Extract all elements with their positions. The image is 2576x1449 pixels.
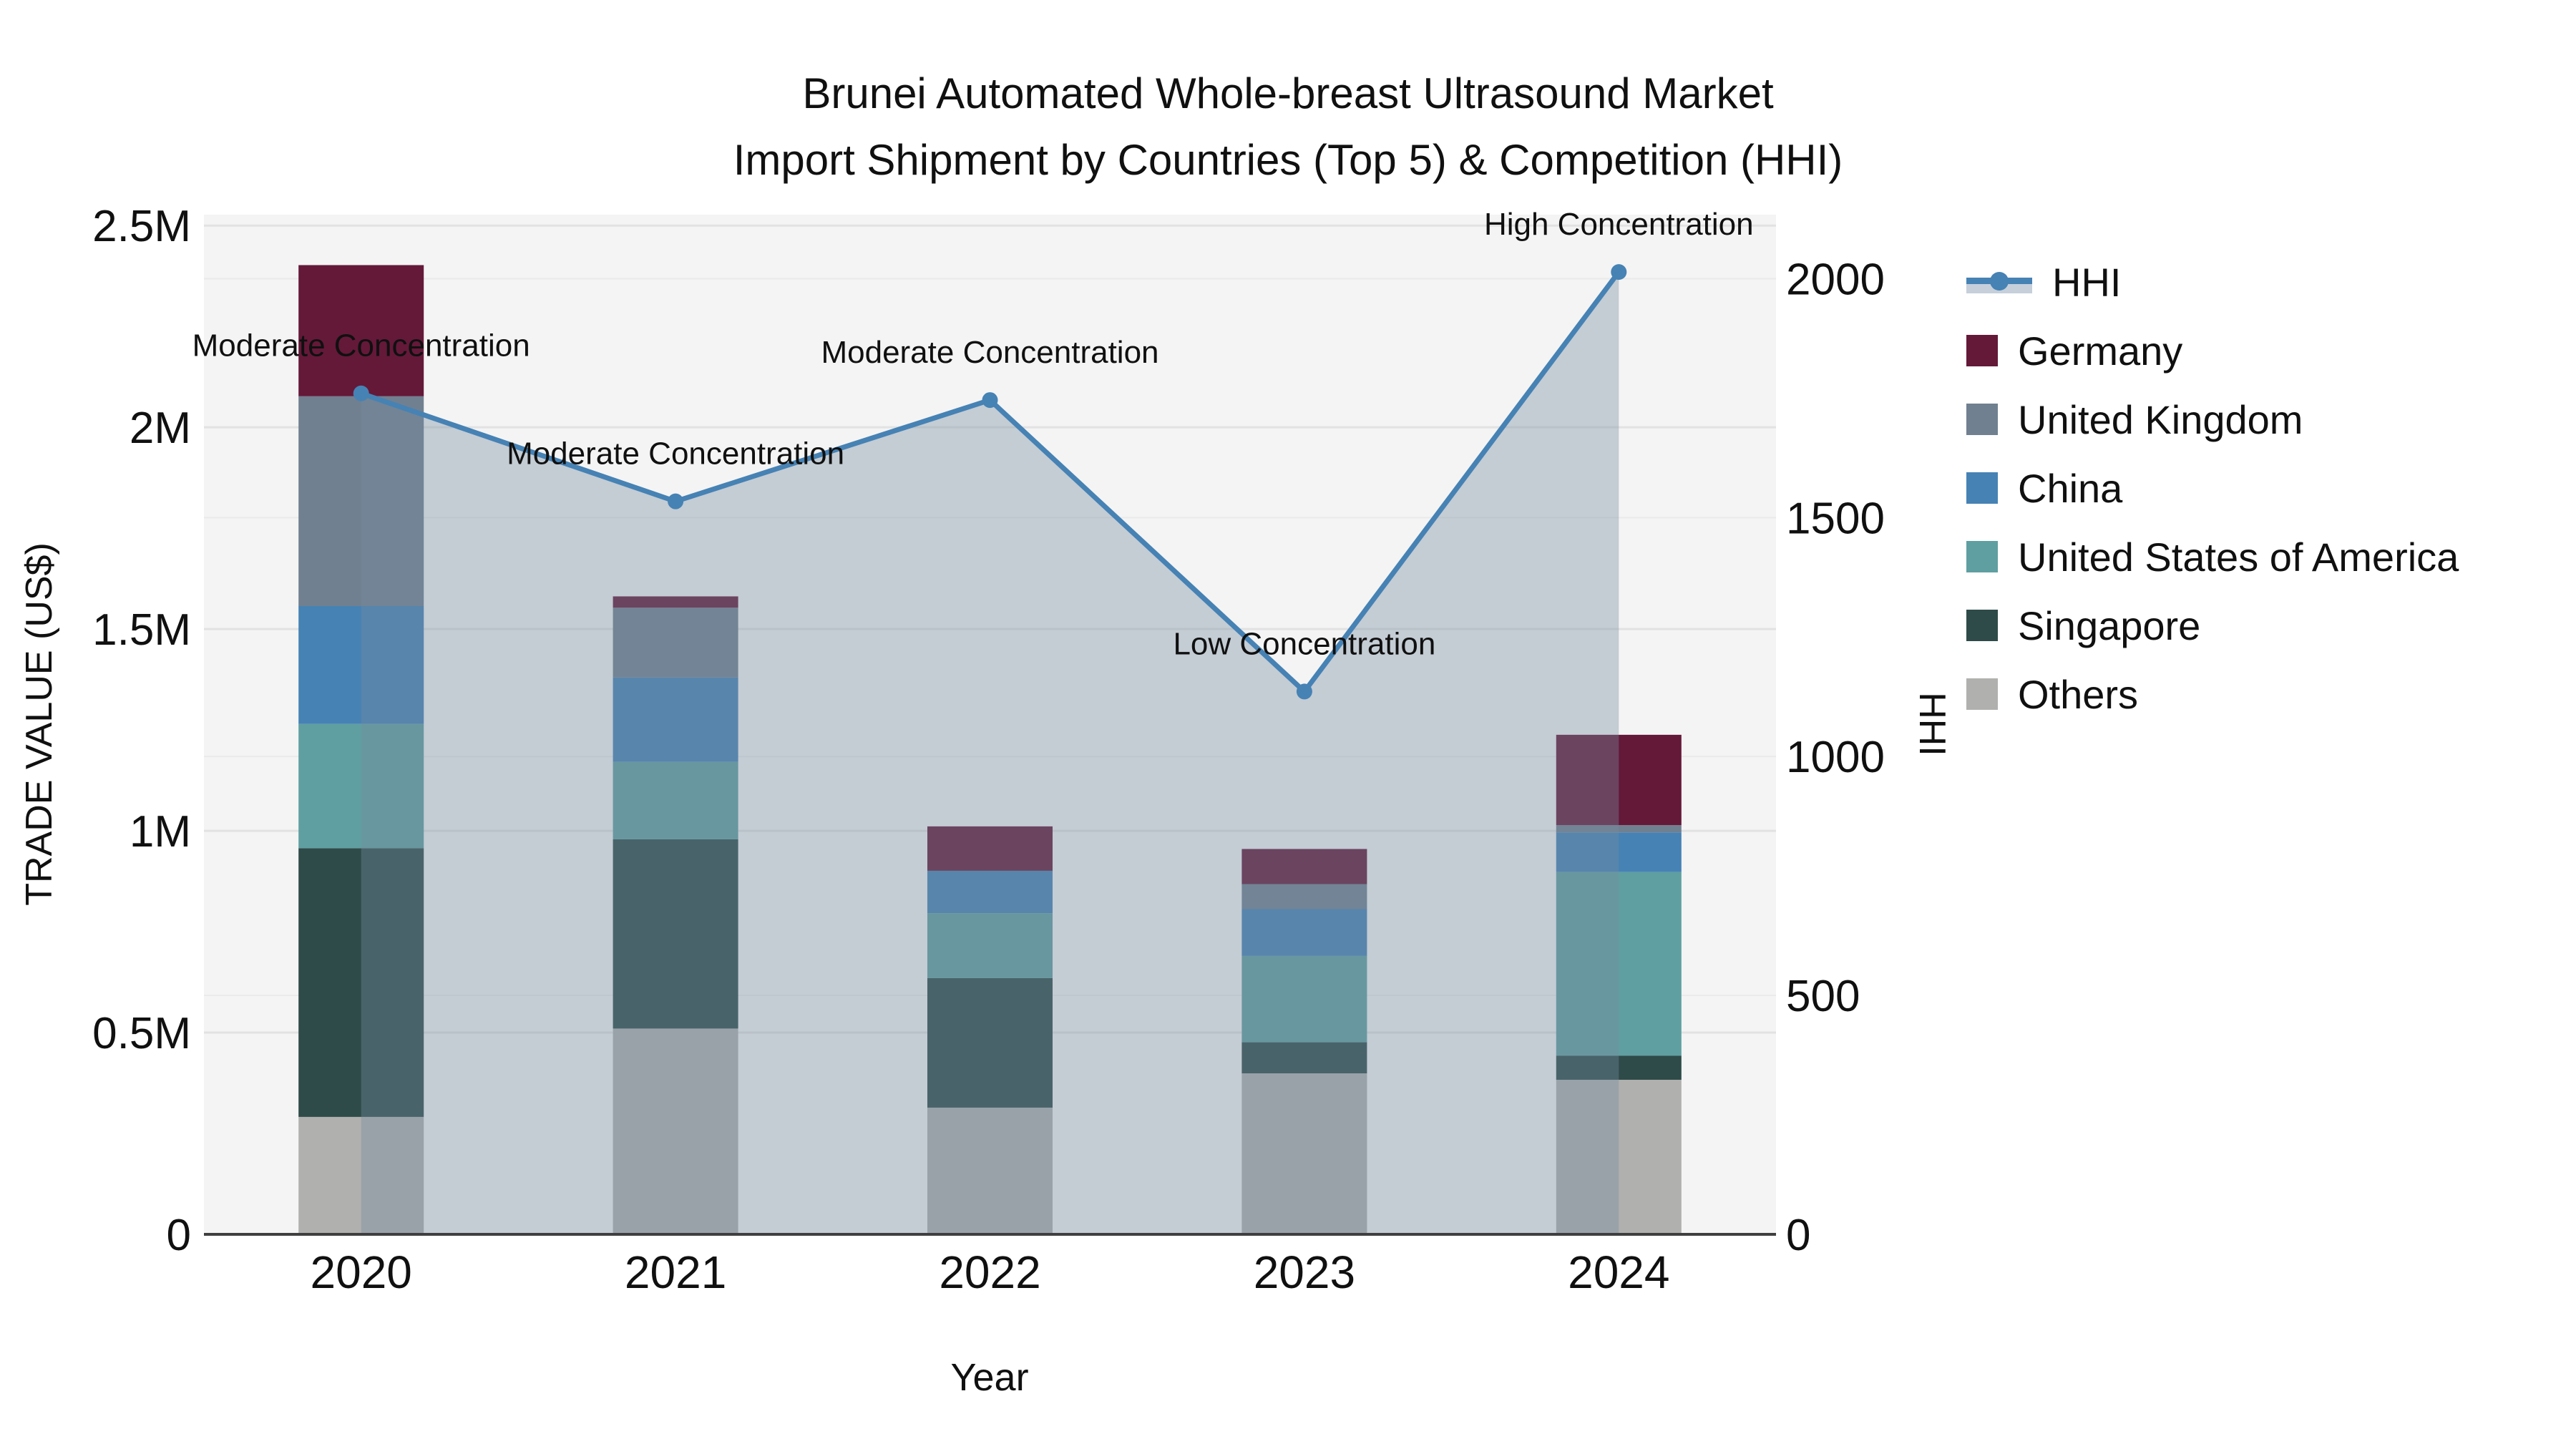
hhi-marker-2021[interactable]: [668, 493, 684, 509]
hhi-marker-2022[interactable]: [982, 392, 998, 409]
bar-segment-germany-2022[interactable]: [927, 826, 1053, 871]
bar-segment-united-states-of-america-2022[interactable]: [927, 913, 1053, 978]
bar-segment-united-kingdom-2020[interactable]: [298, 396, 424, 606]
y-left-tick-1.5M: 1.5M: [92, 605, 191, 655]
legend-item-hhi[interactable]: HHI: [1966, 248, 2459, 316]
hhi-marker-2023[interactable]: [1296, 683, 1312, 700]
bar-segment-united-kingdom-2021[interactable]: [613, 608, 738, 678]
bar-segment-united-kingdom-2024[interactable]: [1556, 825, 1682, 833]
x-tick-2022: 2022: [939, 1246, 1040, 1298]
legend-label: United Kingdom: [2018, 396, 2303, 442]
legend-item-china[interactable]: China: [1966, 454, 2459, 522]
legend-swatch-icon: [1966, 404, 1998, 435]
x-tick-2024: 2024: [1568, 1246, 1669, 1298]
legend-swatch-icon: [1966, 610, 1998, 641]
annotation-2021: Moderate Concentration: [507, 436, 844, 472]
y-left-tick-2M: 2M: [130, 404, 191, 453]
annotation-2022: Moderate Concentration: [821, 335, 1158, 370]
y-right-tick-1500: 1500: [1786, 494, 1885, 543]
y-right-tick-2000: 2000: [1786, 255, 1885, 304]
bar-segment-united-states-of-america-2024[interactable]: [1556, 872, 1682, 1056]
bar-segment-others-2024[interactable]: [1556, 1080, 1682, 1234]
legend-item-singapore[interactable]: Singapore: [1966, 591, 2459, 660]
bar-segment-singapore-2020[interactable]: [298, 848, 424, 1117]
bar-segment-united-states-of-america-2020[interactable]: [298, 723, 424, 849]
bar-segment-china-2021[interactable]: [613, 677, 738, 762]
hhi-axis-title: HHI: [1911, 692, 1953, 756]
legend-item-others[interactable]: Others: [1966, 660, 2459, 728]
y-right-tick-500: 500: [1786, 972, 1860, 1021]
chart-title-line1: Brunei Automated Whole-breast Ultrasound…: [802, 69, 1774, 117]
annotation-2023: Low Concentration: [1173, 626, 1435, 661]
legend-item-united-states-of-america[interactable]: United States of America: [1966, 522, 2459, 591]
legend-label: Others: [2018, 671, 2139, 717]
y-left-tick-1M: 1M: [130, 807, 191, 857]
legend-swatch-icon: [1966, 472, 1998, 504]
bar-segment-singapore-2024[interactable]: [1556, 1055, 1682, 1080]
bar-segment-germany-2023[interactable]: [1241, 849, 1367, 884]
bar-segment-others-2020[interactable]: [298, 1116, 424, 1234]
legend-label: Singapore: [2018, 602, 2201, 648]
bar-segment-united-states-of-america-2021[interactable]: [613, 761, 738, 839]
x-tick-2021: 2021: [625, 1246, 726, 1298]
y-right-tick-0: 0: [1786, 1211, 1810, 1260]
y-left-tick-2.5M: 2.5M: [92, 202, 191, 251]
bar-segment-singapore-2022[interactable]: [927, 977, 1053, 1108]
legend-label: HHI: [2052, 259, 2122, 305]
bar-segment-singapore-2023[interactable]: [1241, 1042, 1367, 1073]
annotation-2024: High Concentration: [1484, 207, 1754, 242]
bar-segment-germany-2024[interactable]: [1556, 734, 1682, 826]
x-axis-title: Year: [950, 1356, 1029, 1399]
bar-segment-others-2021[interactable]: [613, 1028, 738, 1234]
legend-label: United States of America: [2018, 534, 2459, 580]
bar-segment-singapore-2021[interactable]: [613, 839, 738, 1029]
bar-segment-others-2022[interactable]: [927, 1107, 1053, 1234]
y-left-tick-0: 0: [167, 1211, 191, 1260]
bar-segment-china-2022[interactable]: [927, 870, 1053, 914]
hhi-line-icon: [1966, 266, 2032, 298]
bar-segment-united-kingdom-2023[interactable]: [1241, 884, 1367, 909]
legend-item-germany[interactable]: Germany: [1966, 316, 2459, 385]
bar-segment-others-2023[interactable]: [1241, 1073, 1367, 1234]
legend: HHI Germany United Kingdom China United Sta…: [1966, 248, 2459, 728]
legend-swatch-icon: [1966, 678, 1998, 710]
hhi-marker-2024[interactable]: [1611, 264, 1627, 280]
annotation-2020: Moderate Concentration: [192, 328, 530, 364]
legend-swatch-icon: [1966, 541, 1998, 572]
bar-segment-germany-2020[interactable]: [298, 265, 424, 396]
bar-segment-china-2024[interactable]: [1556, 832, 1682, 872]
y-axis-title: TRADE VALUE (US$): [19, 542, 60, 906]
legend-label: China: [2018, 465, 2123, 511]
y-left-tick-0.5M: 0.5M: [92, 1009, 191, 1058]
legend-label: Germany: [2018, 328, 2183, 374]
legend-swatch-icon: [1966, 335, 1998, 366]
y-right-tick-1000: 1000: [1786, 733, 1885, 782]
chart-title-line2: Import Shipment by Countries (Top 5) & C…: [733, 136, 1843, 184]
legend-item-united-kingdom[interactable]: United Kingdom: [1966, 385, 2459, 454]
x-tick-2020: 2020: [311, 1246, 412, 1298]
bar-segment-united-states-of-america-2023[interactable]: [1241, 955, 1367, 1043]
hhi-marker-2020[interactable]: [353, 385, 369, 401]
x-tick-2023: 2023: [1254, 1246, 1355, 1298]
bar-segment-china-2023[interactable]: [1241, 909, 1367, 956]
hhi-area: [361, 272, 1619, 1234]
bar-segment-china-2020[interactable]: [298, 605, 424, 724]
bar-segment-germany-2021[interactable]: [613, 596, 738, 608]
